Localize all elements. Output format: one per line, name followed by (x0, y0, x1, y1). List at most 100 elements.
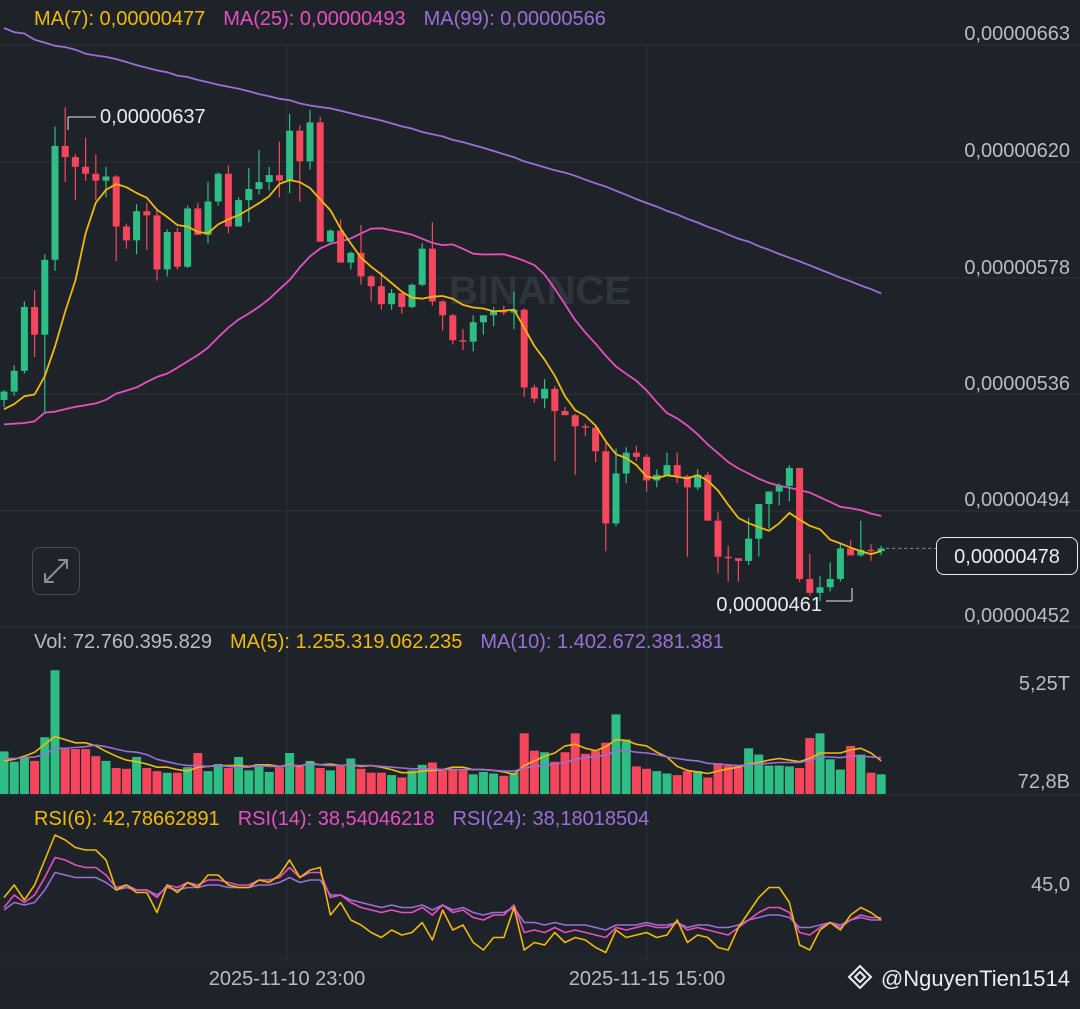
candle (469, 315, 477, 352)
candle (785, 465, 793, 502)
volume-bar (458, 770, 468, 794)
candle (622, 447, 630, 484)
candle-body (398, 293, 406, 307)
candle-body (102, 176, 110, 181)
volume-bar (356, 768, 366, 794)
candle-body (816, 587, 824, 593)
volume-bar (846, 745, 856, 794)
price-tick: 0,00000578 (964, 257, 1070, 279)
volume-bar (601, 742, 611, 794)
candle-body (214, 173, 222, 202)
candle (337, 219, 345, 263)
volume-bar (366, 772, 376, 794)
vol-ma5-legend: MA(5): 1.255.319.062.235 (229, 631, 463, 653)
candle (479, 315, 487, 335)
watermark: BINANCE (449, 269, 631, 313)
candle-body (602, 451, 610, 524)
ma25-line (3, 227, 882, 517)
candle (235, 197, 243, 227)
volume-bar (580, 753, 590, 794)
volume-bar (132, 756, 142, 794)
candle (31, 290, 39, 357)
volume-bar (621, 739, 631, 794)
candle-body (10, 370, 18, 392)
volume-bar (529, 750, 539, 794)
ma99-series (3, 27, 882, 295)
candle (194, 202, 202, 235)
candle-body (612, 473, 620, 524)
candle (755, 504, 763, 557)
candle (418, 243, 426, 287)
volume-bar (213, 764, 223, 794)
candle-body (337, 230, 345, 263)
candle (347, 251, 355, 270)
candle-body (286, 130, 294, 181)
candle-body (826, 578, 834, 588)
candle (734, 558, 742, 582)
candle (724, 545, 732, 582)
volume-axis: 5,25T 72,8B (1018, 673, 1070, 793)
candle-body (357, 252, 365, 277)
volume-bar (376, 772, 386, 794)
candle-body (428, 248, 436, 302)
volume-bar (866, 772, 876, 794)
low-label: 0,00000461 (716, 594, 822, 616)
candle (867, 544, 875, 561)
candle (428, 222, 436, 306)
candle-body (408, 284, 416, 307)
candle (367, 275, 375, 302)
candle (51, 126, 59, 271)
candle (663, 452, 671, 477)
candle (377, 272, 385, 310)
expand-chart-button[interactable] (32, 547, 80, 595)
candle (765, 491, 773, 529)
candle (806, 553, 814, 596)
volume-bar (91, 756, 101, 794)
candle-body (347, 252, 355, 263)
time-axis: 2025-11-10 23:00 2025-11-15 15:00 (209, 968, 725, 990)
volume-bar (142, 767, 152, 794)
candle-body (0, 391, 8, 400)
candle-body (326, 230, 334, 242)
candle (581, 423, 589, 437)
candle-body (194, 208, 202, 235)
ma99-legend: MA(99): 0,00000566 (423, 8, 606, 30)
volume-bar (693, 771, 703, 794)
candle-body (418, 248, 426, 285)
price-legend: MA(7): 0,00000477 MA(25): 0,00000493 MA(99… (34, 8, 624, 31)
candle-body (541, 388, 549, 399)
rsi6-line (3, 834, 882, 954)
volume-bar (427, 762, 437, 794)
volume-bar (101, 760, 111, 794)
volume-bar (805, 738, 815, 794)
candle-body (61, 145, 69, 158)
rsi6-series (3, 834, 882, 954)
candle-body (184, 208, 192, 267)
volume-bar (234, 756, 244, 794)
candle (541, 379, 549, 409)
volume-bar (468, 774, 478, 794)
volume-bar (489, 773, 499, 794)
candle-body (877, 548, 885, 552)
candle (439, 300, 447, 331)
candle (102, 166, 110, 198)
time-tick: 2025-11-15 15:00 (569, 968, 725, 990)
candle-body (561, 411, 569, 416)
ma7-legend: MA(7): 0,00000477 (34, 8, 206, 30)
candle-body (755, 504, 763, 539)
expand-icon (44, 559, 68, 583)
candle-body (51, 145, 59, 260)
candle (133, 204, 141, 255)
time-tick: 2025-11-10 23:00 (209, 968, 365, 990)
volume-bar (682, 771, 692, 794)
candle (61, 107, 69, 183)
candle-body (235, 200, 243, 227)
volume-bar (0, 751, 9, 794)
candle-body (745, 538, 753, 561)
rsi24-legend: RSI(24): 38,18018504 (452, 808, 650, 830)
candle-body (765, 491, 773, 505)
candle (643, 454, 651, 492)
candles (0, 107, 885, 602)
candle-body (622, 452, 630, 474)
volume-bar (795, 767, 805, 794)
